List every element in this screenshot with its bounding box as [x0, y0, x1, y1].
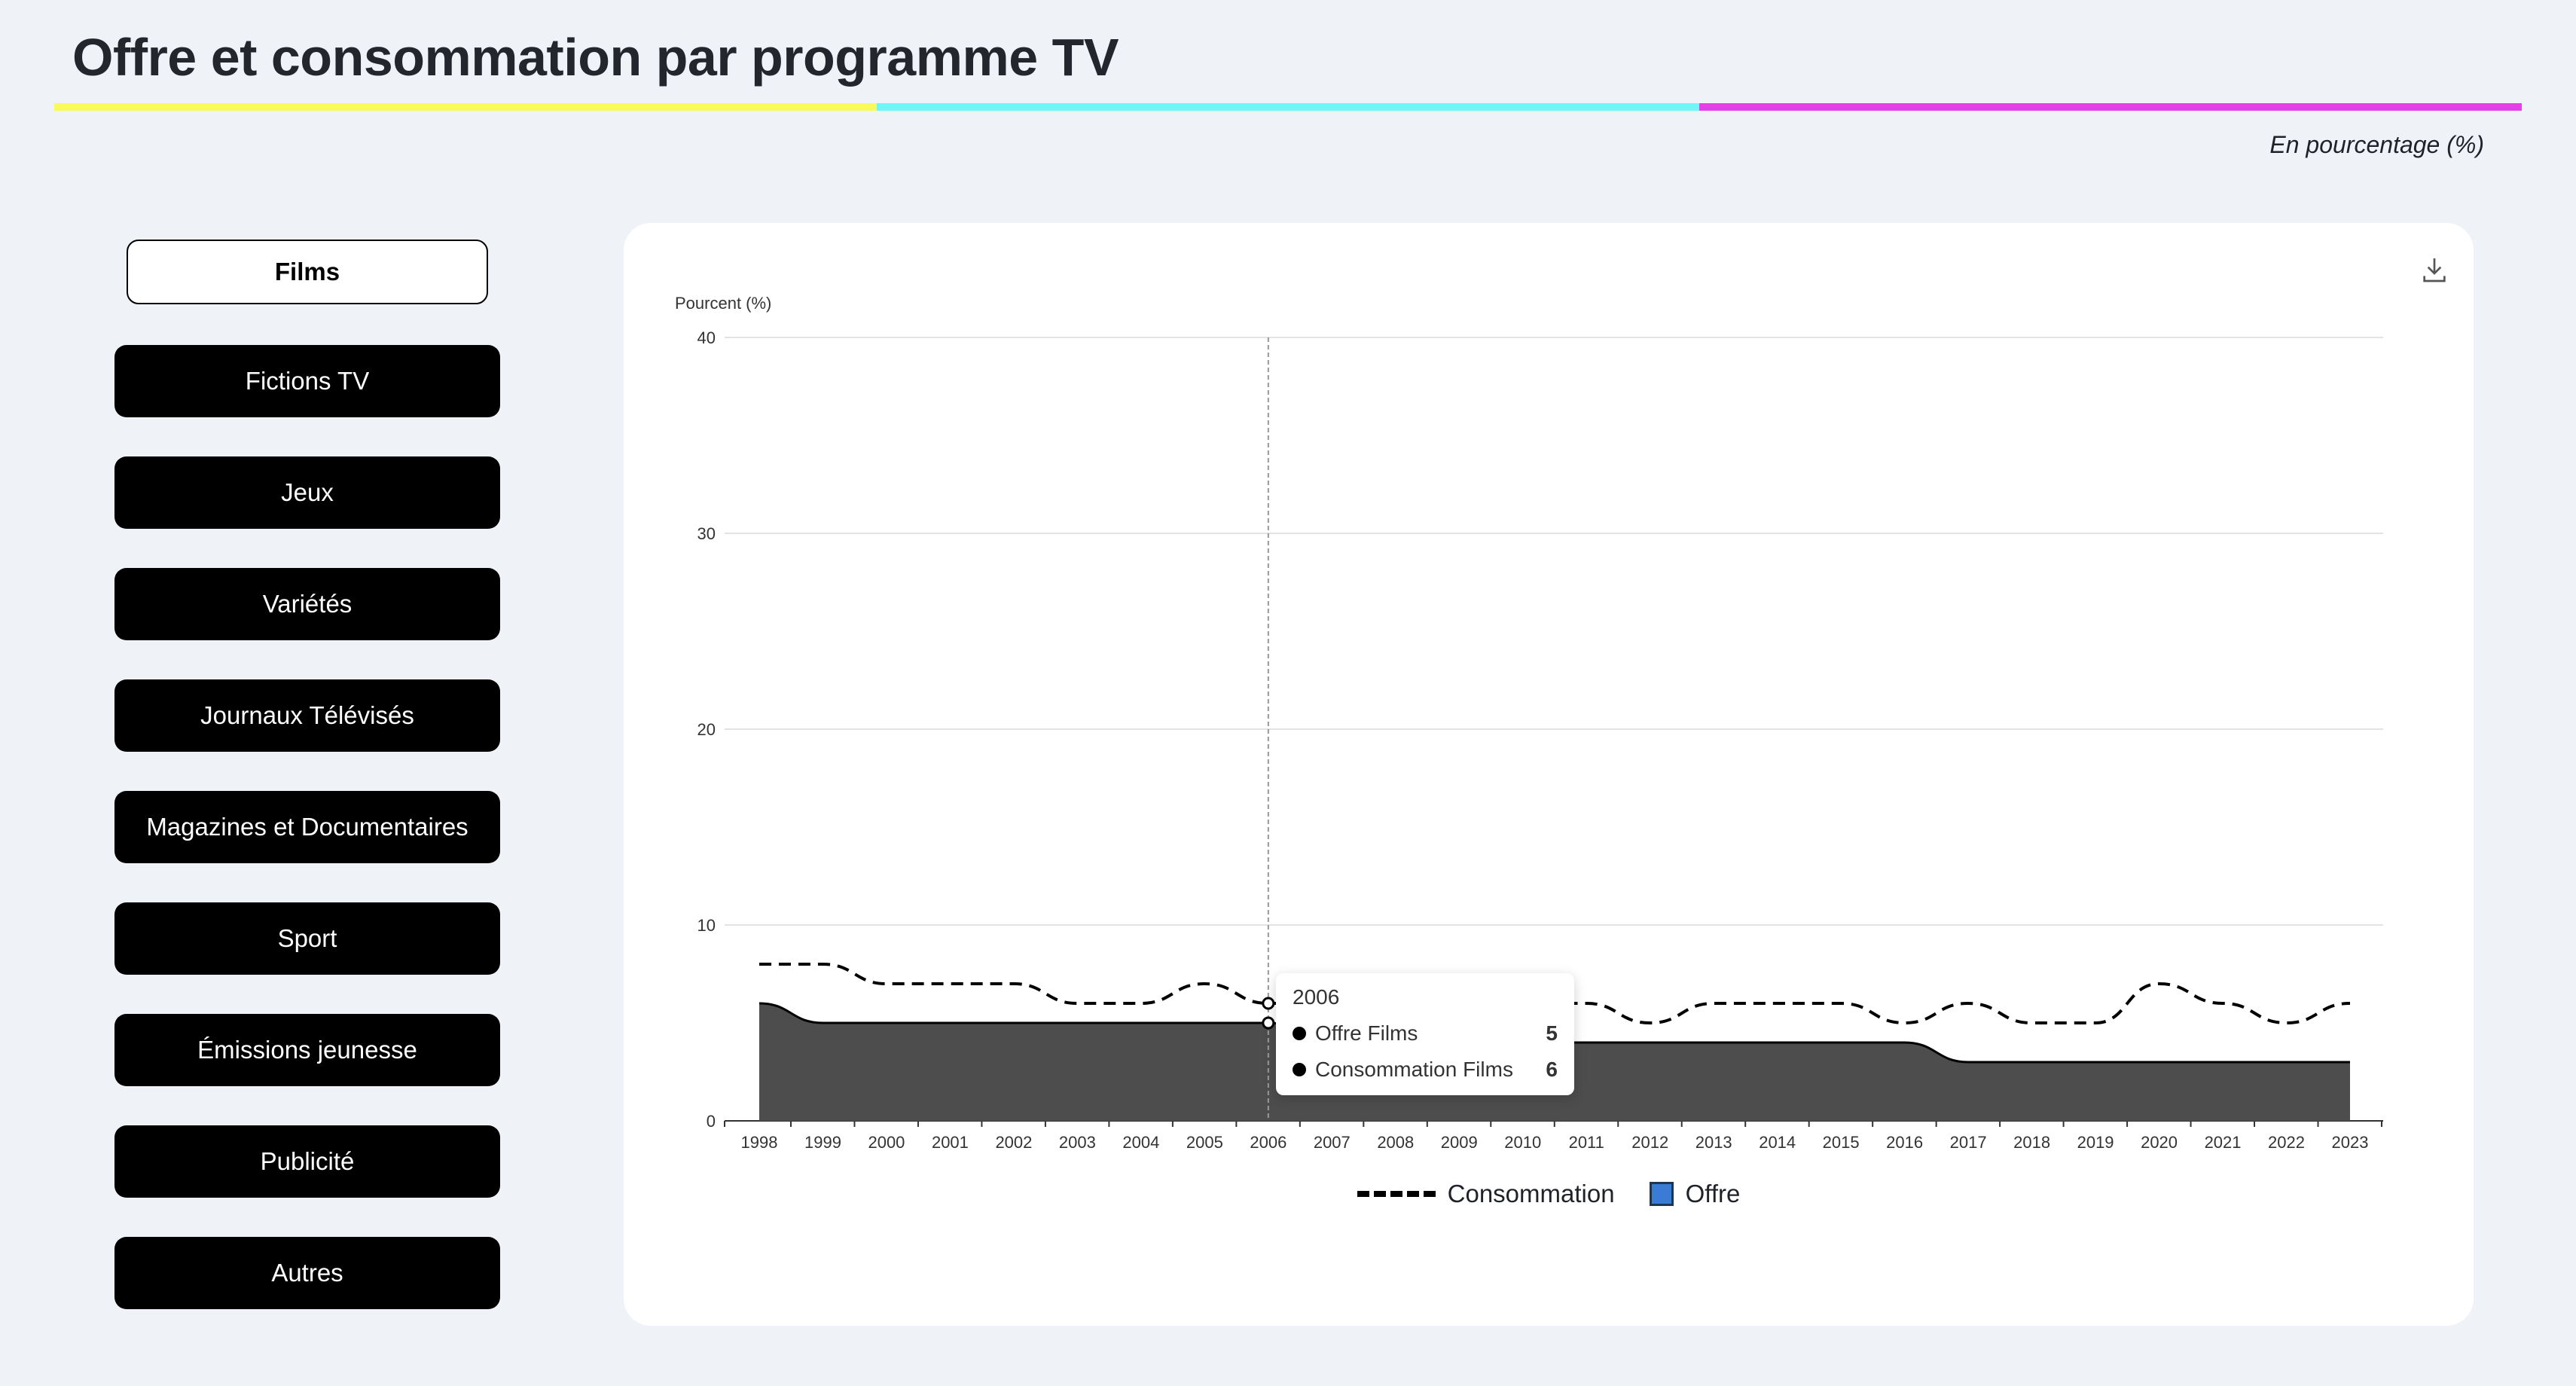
- x-tick-label: 2005: [1186, 1133, 1223, 1152]
- x-tick-label: 2015: [1823, 1133, 1860, 1152]
- legend-label: Offre: [1686, 1180, 1741, 1208]
- tooltip-row-offre: Offre Films 5: [1293, 1020, 1558, 1047]
- unit-note: En pourcentage (%): [2269, 131, 2484, 159]
- legend-item-offre[interactable]: Offre: [1650, 1180, 1741, 1208]
- series-dot-icon: [1293, 1027, 1306, 1040]
- category-button-5[interactable]: Magazines et Documentaires: [114, 791, 500, 863]
- x-tick-label: 2003: [1059, 1133, 1096, 1152]
- marker-offre: [1263, 1018, 1274, 1028]
- x-tick-label: 2008: [1377, 1133, 1414, 1152]
- x-tick-label: 2014: [1759, 1133, 1796, 1152]
- title-underline: [54, 103, 2522, 111]
- x-tick-label: 2016: [1886, 1133, 1923, 1152]
- x-tick-label: 2002: [995, 1133, 1032, 1152]
- category-button-4[interactable]: Journaux Télévisés: [114, 679, 500, 752]
- x-tick-label: 2004: [1122, 1133, 1159, 1152]
- category-button-2[interactable]: Jeux: [114, 456, 500, 529]
- x-tick-label: 2013: [1695, 1133, 1732, 1152]
- x-tick-label: 2006: [1250, 1133, 1286, 1152]
- box-swatch-icon: [1650, 1182, 1674, 1206]
- x-tick-label: 1998: [741, 1133, 778, 1152]
- y-axis-label: Pourcent (%): [675, 294, 771, 313]
- x-tick-label: 2007: [1314, 1133, 1351, 1152]
- legend-item-consommation[interactable]: Consommation: [1357, 1180, 1615, 1208]
- category-button-3[interactable]: Variétés: [114, 568, 500, 640]
- chart-legend: Consommation Offre: [624, 1180, 2474, 1208]
- tooltip-label: Consommation Films: [1315, 1058, 1546, 1082]
- x-tick-label: 2021: [2205, 1133, 2242, 1152]
- tooltip-value: 6: [1546, 1058, 1558, 1082]
- x-tick-label: 2012: [1631, 1133, 1668, 1152]
- x-tick-label: 2010: [1504, 1133, 1541, 1152]
- x-tick-label: 2023: [2332, 1133, 2369, 1152]
- chart-tooltip: 2006 Offre Films 5 Consommation Films 6: [1276, 973, 1574, 1095]
- y-tick-label: 40: [697, 328, 716, 347]
- x-tick-label: 2001: [932, 1133, 969, 1152]
- x-tick-label: 2011: [1569, 1133, 1604, 1152]
- tooltip-row-consommation: Consommation Films 6: [1293, 1056, 1558, 1083]
- chart-plot: Pourcent (%) 0 10 20 30 40 1998 1999 2000 2001 200…: [624, 223, 2474, 1326]
- x-tick-label: 2009: [1441, 1133, 1478, 1152]
- page-title: Offre et consommation par programme TV: [72, 27, 1119, 87]
- category-button-8[interactable]: Publicité: [114, 1125, 500, 1198]
- x-tick-label: 2000: [868, 1133, 905, 1152]
- x-tick-label: 2017: [1950, 1133, 1987, 1152]
- tooltip-label: Offre Films: [1315, 1021, 1546, 1046]
- category-button-0[interactable]: Films: [127, 240, 488, 304]
- x-tick-label: 2022: [2268, 1133, 2305, 1152]
- y-tick-label: 30: [697, 524, 716, 543]
- series-dot-icon: [1293, 1063, 1306, 1076]
- category-button-9[interactable]: Autres: [114, 1237, 500, 1309]
- x-tick-label: 2020: [2141, 1133, 2178, 1152]
- x-tick-label: 2018: [2013, 1133, 2050, 1152]
- x-tick-label: 2019: [2077, 1133, 2114, 1152]
- category-button-6[interactable]: Sport: [114, 902, 500, 975]
- category-button-1[interactable]: Fictions TV: [114, 345, 500, 417]
- chart-card: Pourcent (%) 0 10 20 30 40 1998 1999 2000 2001 200…: [624, 223, 2474, 1326]
- y-tick-label: 10: [697, 916, 716, 935]
- x-tick-label: 1999: [804, 1133, 841, 1152]
- dashed-line-swatch-icon: [1357, 1191, 1436, 1197]
- marker-consommation: [1263, 998, 1274, 1009]
- tooltip-year: 2006: [1293, 985, 1339, 1009]
- y-tick-label: 20: [697, 720, 716, 739]
- legend-label: Consommation: [1448, 1180, 1615, 1208]
- tooltip-value: 5: [1546, 1021, 1558, 1046]
- category-button-7[interactable]: Émissions jeunesse: [114, 1014, 500, 1086]
- y-tick-label: 0: [707, 1112, 716, 1131]
